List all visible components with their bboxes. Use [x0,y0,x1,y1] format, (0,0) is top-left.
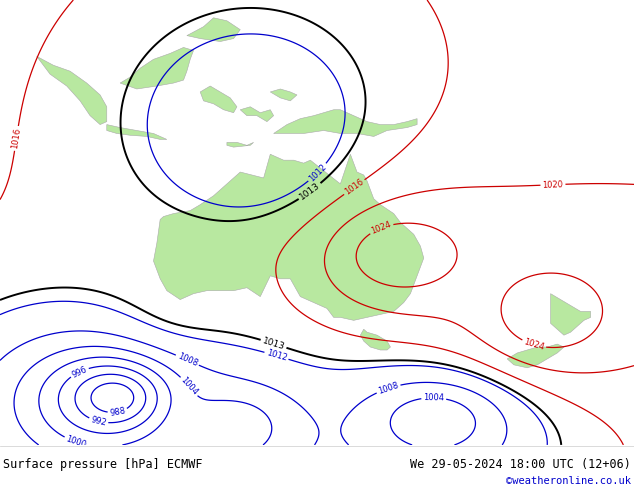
Polygon shape [120,48,193,89]
Text: 1016: 1016 [10,127,22,149]
Text: 992: 992 [90,415,107,428]
Polygon shape [270,89,297,101]
Text: ©weatheronline.co.uk: ©weatheronline.co.uk [506,476,631,487]
Text: 1024: 1024 [522,338,545,352]
Text: 1000: 1000 [65,434,87,450]
Polygon shape [37,56,107,124]
Polygon shape [360,329,391,350]
Text: 1016: 1016 [343,177,366,197]
Text: 1013: 1013 [298,181,322,202]
Text: 1013: 1013 [261,336,286,351]
Polygon shape [107,124,167,140]
Polygon shape [153,154,424,320]
Text: 1012: 1012 [307,162,328,183]
Polygon shape [187,18,240,42]
Text: 996: 996 [70,365,89,379]
Text: 988: 988 [109,406,126,418]
Polygon shape [240,107,274,122]
Text: 1024: 1024 [370,220,393,236]
Polygon shape [550,294,591,335]
Text: 1008: 1008 [377,381,400,396]
Text: We 29-05-2024 18:00 UTC (12+06): We 29-05-2024 18:00 UTC (12+06) [410,458,631,470]
Polygon shape [200,86,237,113]
Text: 1004: 1004 [424,393,444,403]
Polygon shape [274,110,417,136]
Polygon shape [507,344,564,368]
Text: 1020: 1020 [542,180,564,190]
Text: 1004: 1004 [179,376,200,397]
Text: Surface pressure [hPa] ECMWF: Surface pressure [hPa] ECMWF [3,458,203,470]
Text: 1008: 1008 [176,352,199,368]
Text: 1012: 1012 [265,348,288,363]
Polygon shape [227,143,254,147]
